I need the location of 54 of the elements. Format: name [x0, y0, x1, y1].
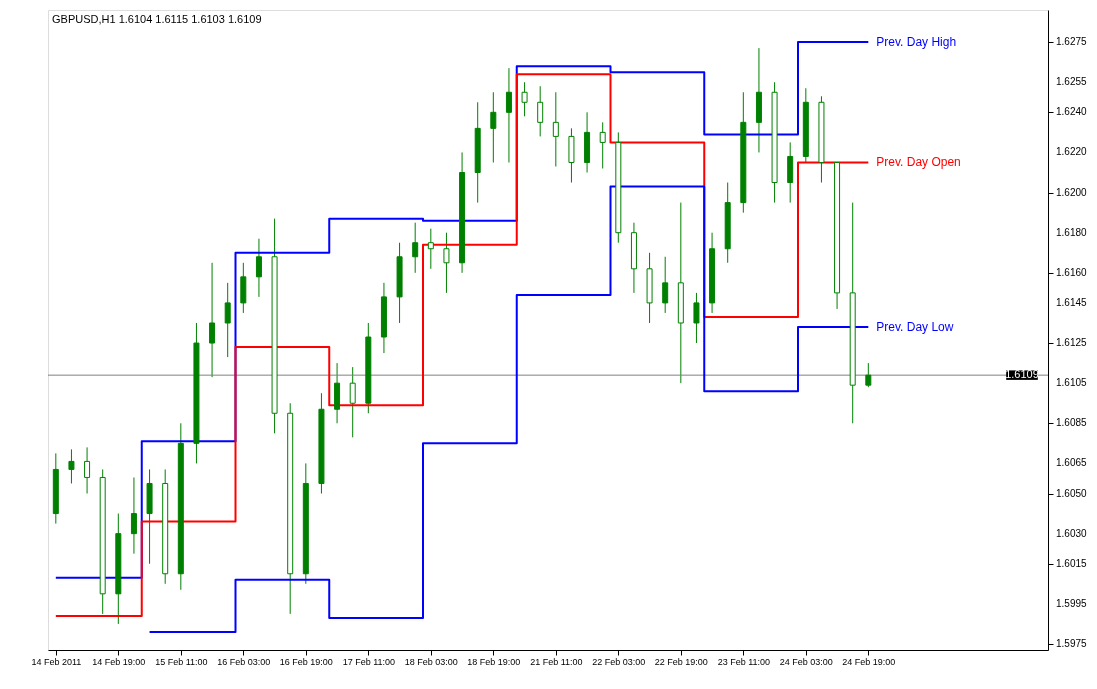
- candlestick: [68, 448, 75, 484]
- x-tick-label: 15 Feb 11:00: [155, 656, 208, 667]
- x-tick-label: 14 Feb 19:00: [92, 656, 146, 667]
- y-tick-label: 1.5995: [1056, 597, 1088, 609]
- x-tick-label: 24 Feb 03:00: [779, 656, 833, 667]
- y-tick-label: 1.6065: [1056, 457, 1088, 469]
- y-tick-label: 1.5975: [1056, 637, 1088, 649]
- x-tick-label: 18 Feb 03:00: [404, 656, 458, 667]
- x-tick-label: 16 Feb 03:00: [217, 656, 271, 667]
- y-tick-label: 1.6275: [1056, 36, 1088, 48]
- candlestick: [490, 91, 497, 163]
- candlestick: [84, 446, 91, 495]
- candlestick: [427, 228, 434, 270]
- x-tick-label: 22 Feb 19:00: [654, 656, 708, 667]
- x-tick-label: 18 Feb 19:00: [467, 656, 521, 667]
- candlestick: [209, 262, 216, 378]
- candlestick: [224, 282, 231, 358]
- candlestick: [521, 81, 528, 117]
- chart-title: GBPUSD,H1 1.6104 1.6115 1.6103 1.6109: [52, 13, 262, 25]
- y-tick-label: 1.6145: [1056, 296, 1088, 308]
- x-tick-label: 24 Feb 19:00: [842, 656, 896, 667]
- candlestick: [662, 256, 669, 314]
- series-label: Prev. Day Low: [876, 319, 954, 334]
- x-tick-label: 17 Feb 11:00: [342, 656, 395, 667]
- y-tick-label: 1.6085: [1056, 417, 1088, 429]
- y-tick-label: 1.6125: [1056, 337, 1088, 349]
- y-tick-label: 1.6015: [1056, 557, 1088, 569]
- y-tick-label: 1.6180: [1056, 226, 1088, 238]
- y-tick-label: 1.6050: [1056, 487, 1088, 499]
- candlestick: [349, 366, 356, 438]
- candlestick: [599, 121, 606, 169]
- y-tick-label: 1.6030: [1056, 527, 1088, 539]
- candlestick: [443, 232, 450, 294]
- x-tick-label: 16 Feb 19:00: [279, 656, 333, 667]
- x-tick-label: 22 Feb 03:00: [592, 656, 646, 667]
- candlestick: [537, 85, 544, 137]
- x-tick-label: 23 Feb 11:00: [717, 656, 770, 667]
- candlestick: [130, 476, 137, 555]
- candlestick: [865, 362, 872, 388]
- candlestick: [255, 238, 262, 298]
- y-tick-label: 1.6105: [1056, 377, 1088, 389]
- y-tick-label: 1.6240: [1056, 106, 1088, 118]
- y-tick-label: 1.6200: [1056, 186, 1088, 198]
- x-tick-label: 14 Feb 2011: [31, 656, 82, 667]
- y-tick-label: 1.6160: [1056, 266, 1088, 278]
- x-tick-label: 21 Feb 11:00: [530, 656, 583, 667]
- series-label: Prev. Day High: [876, 35, 957, 50]
- y-tick-label: 1.6220: [1056, 146, 1088, 158]
- series-label: Prev. Day Open: [876, 155, 961, 170]
- candlestick: [412, 222, 419, 274]
- y-tick-label: 1.6255: [1056, 76, 1088, 88]
- candlestick: [552, 91, 559, 167]
- candlestick: [693, 292, 700, 344]
- candlestick: [505, 67, 512, 163]
